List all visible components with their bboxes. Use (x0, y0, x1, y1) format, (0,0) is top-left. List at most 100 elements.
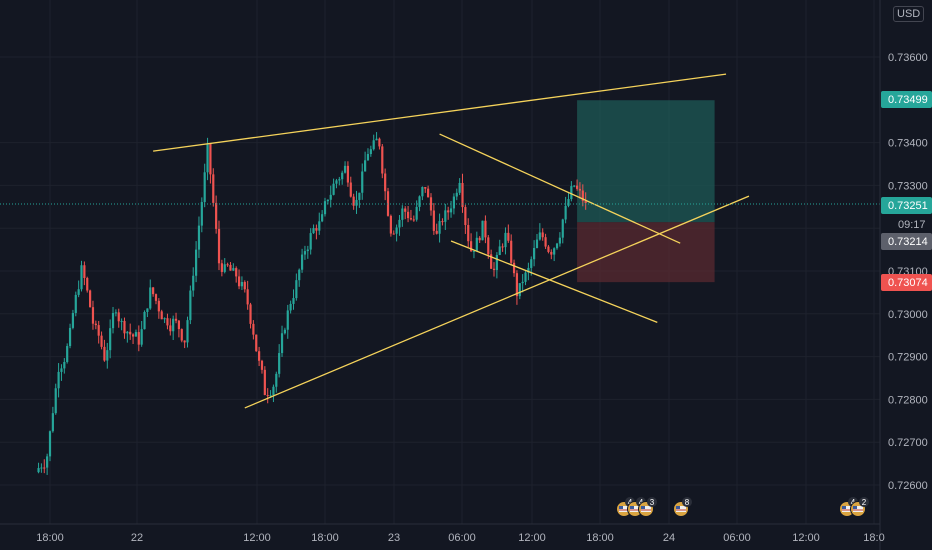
candle-body (183, 340, 186, 343)
candle-body (384, 173, 387, 192)
candle-body (94, 323, 97, 326)
candle-body (498, 246, 501, 255)
candle-body (166, 318, 169, 326)
candle-body (343, 165, 347, 173)
candle-body (512, 262, 516, 274)
candle-body (232, 268, 235, 271)
candle-body (366, 154, 370, 161)
candle-body (487, 237, 490, 255)
trendline-channel-bottom[interactable] (450, 240, 658, 323)
y-tick-label: 0.73000 (888, 309, 928, 321)
candle-body (197, 225, 201, 250)
event-flag-icon[interactable]: 3 (638, 497, 658, 517)
candle-body (427, 188, 430, 198)
candle-body (533, 247, 536, 260)
candle-body (332, 183, 335, 195)
candle-body (472, 250, 476, 252)
candle-body (215, 202, 218, 229)
candle-body (432, 210, 435, 231)
last-price-badge: 0.73251 (881, 197, 932, 214)
loss-zone[interactable] (577, 222, 715, 283)
candle-body (117, 312, 120, 322)
currency-button[interactable]: USD (893, 6, 925, 22)
candle-body (57, 371, 60, 389)
candle-body (515, 273, 519, 297)
trendline-lower[interactable] (244, 195, 750, 409)
x-tick-label: 18:0 (863, 532, 884, 544)
position-zones[interactable] (577, 100, 715, 283)
candle-body (561, 219, 564, 238)
candle-body (381, 146, 384, 174)
candle-body (192, 275, 195, 291)
candle-body (392, 233, 395, 235)
event-flag-icon[interactable]: 2 (850, 497, 870, 517)
event-flag-icon[interactable]: 4 (616, 497, 636, 517)
x-axis-ticks: 18:00 22 12:00 18:00 23 06:00 12:00 18:00 24 06:0… (36, 532, 884, 544)
candle-body (573, 185, 576, 187)
candle-body (131, 334, 135, 337)
candle-body (140, 329, 143, 345)
trendline-upper[interactable] (153, 73, 727, 152)
x-tick-label: 06:00 (723, 532, 751, 544)
y-tick-label: 0.72600 (888, 480, 928, 492)
candle-body (134, 332, 138, 337)
candle-body (152, 287, 155, 295)
candle-body (518, 283, 521, 297)
candle-body (286, 310, 289, 330)
event-flag-icon[interactable]: 4 (627, 497, 647, 517)
candle-body (200, 202, 203, 226)
candle-body (584, 200, 587, 204)
candle-body (123, 320, 126, 334)
trendline-channel-top[interactable] (439, 133, 681, 244)
candle-body (206, 143, 209, 173)
candle-body (455, 192, 458, 197)
candles (37, 132, 587, 475)
candle-body (100, 335, 103, 347)
candle-body (71, 312, 75, 328)
candle-body (361, 171, 364, 193)
candle-body (289, 303, 292, 311)
candle-body (275, 373, 278, 387)
candle-body (386, 191, 390, 216)
candle-body (338, 179, 341, 181)
candle-body (240, 282, 244, 287)
candle-body (504, 232, 507, 248)
candle-body (424, 187, 427, 189)
candle-body (48, 431, 52, 457)
last-price-text: 0.73251 (888, 200, 928, 212)
candle-body (530, 259, 533, 268)
y-tick-label: 0.72800 (888, 394, 928, 406)
candle-body (212, 174, 215, 203)
candle-body (54, 388, 57, 414)
candle-body (564, 205, 567, 220)
candle-body (126, 331, 129, 334)
event-flag-icon[interactable]: 8 (673, 497, 693, 517)
candle-body (160, 311, 163, 320)
candle-body (223, 264, 226, 272)
candle-body (527, 267, 530, 273)
candle-body (180, 329, 183, 341)
profit-zone[interactable] (577, 100, 715, 223)
trendlines[interactable] (153, 73, 750, 409)
candle-body (172, 318, 175, 332)
countdown-badge: 09:17 (881, 216, 932, 232)
candle-body (137, 332, 140, 345)
candle-body (103, 346, 106, 361)
candle-body (255, 334, 258, 352)
candle-body (157, 300, 160, 312)
x-tick-label: 06:00 (448, 532, 476, 544)
x-tick-label: 18:00 (586, 532, 614, 544)
candle-body (567, 199, 570, 206)
candle-body (263, 369, 266, 395)
candle-body (464, 207, 467, 226)
candle-body (154, 294, 158, 301)
candle-body (177, 320, 181, 330)
candle-body (555, 243, 559, 249)
candle-body (412, 219, 415, 221)
event-count: 8 (685, 498, 690, 507)
stop-price-text: 0.73074 (888, 277, 928, 289)
candle-body (429, 197, 433, 211)
